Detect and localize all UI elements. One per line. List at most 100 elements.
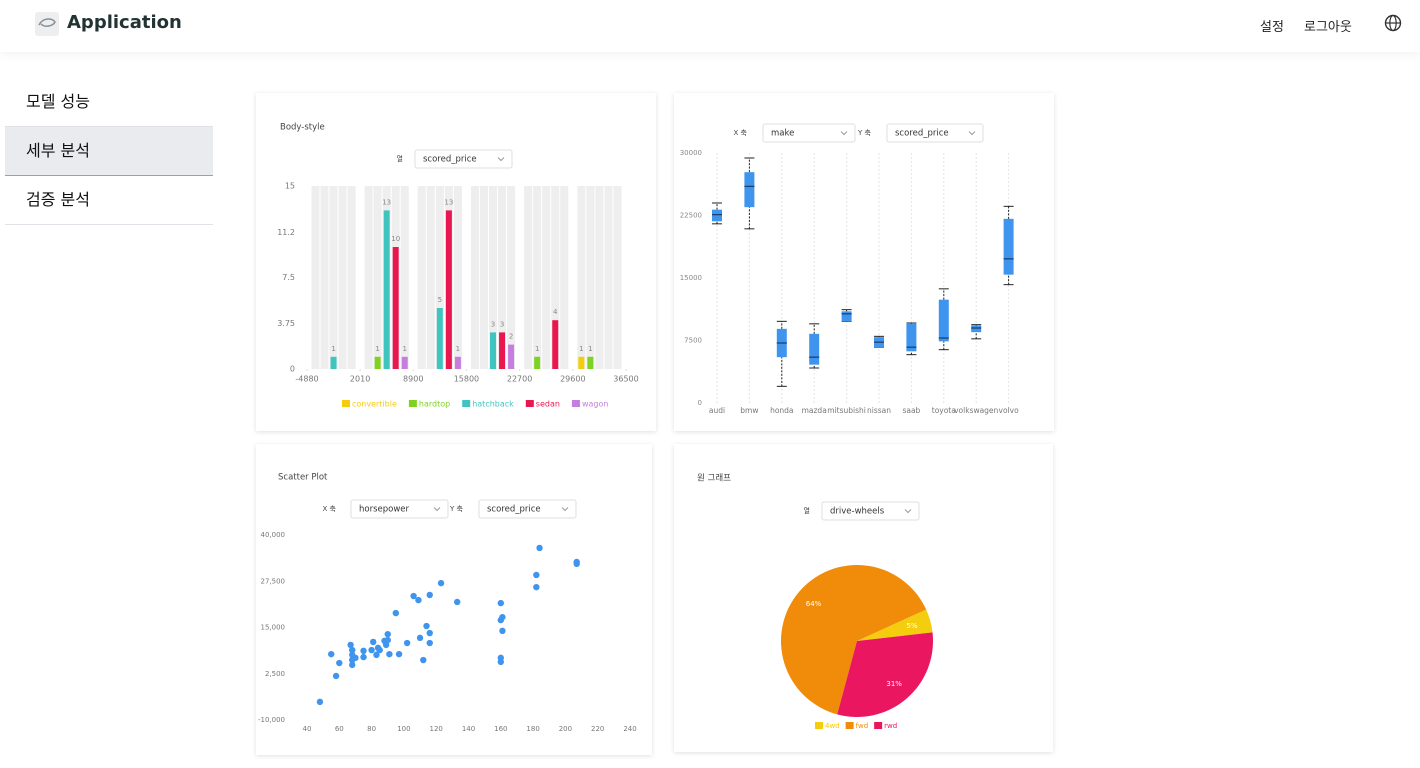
- box: [971, 325, 982, 333]
- card-title: Body-style: [280, 123, 325, 133]
- point: [416, 634, 424, 642]
- x-tick-label: 22700: [507, 375, 532, 384]
- select[interactable]: scored_price: [886, 123, 984, 143]
- bar-background: [533, 186, 542, 369]
- x-tick-label: honda: [770, 406, 793, 415]
- select[interactable]: scored_price: [478, 499, 577, 519]
- bar: [383, 210, 390, 369]
- x-tick-label: 40: [303, 725, 312, 733]
- x-tick-label: 29600: [560, 375, 585, 384]
- card: [256, 444, 652, 755]
- point: [349, 661, 356, 669]
- select-box: [350, 499, 449, 519]
- control-label: X 축: [734, 128, 748, 137]
- data-label: 1: [588, 345, 592, 353]
- y-tick-label: 15,000: [261, 624, 286, 632]
- app-title: Application: [67, 12, 182, 33]
- select-value: drive-wheels: [830, 507, 885, 517]
- point: [420, 656, 427, 664]
- x-tick-label: 100: [397, 725, 410, 733]
- select-box: [886, 123, 984, 143]
- x-tick-label: nissan: [867, 406, 891, 415]
- legend-label: wagon: [582, 400, 609, 409]
- legend-swatch: [874, 722, 883, 729]
- bar: [330, 356, 337, 369]
- bar-background: [595, 186, 604, 369]
- point: [426, 629, 433, 637]
- bar: [454, 356, 461, 369]
- point: [347, 641, 354, 649]
- bar: [534, 356, 541, 369]
- point: [376, 646, 383, 654]
- bar-background: [498, 186, 507, 369]
- nav-item[interactable]: 검증 분석: [5, 176, 213, 225]
- select-box: [762, 123, 856, 143]
- settings-link[interactable]: 설정: [1260, 20, 1284, 35]
- x-tick-label: volvo: [999, 406, 1020, 415]
- point: [384, 630, 391, 638]
- select[interactable]: drive-wheels: [821, 501, 920, 521]
- bar-background: [311, 186, 320, 369]
- point: [360, 647, 367, 655]
- logout-link[interactable]: 로그아웃: [1304, 20, 1352, 35]
- point: [368, 646, 375, 654]
- control-label: Y 축: [857, 128, 872, 137]
- x-tick-label: mitsubishi: [827, 406, 866, 415]
- point: [360, 653, 367, 661]
- bar: [578, 356, 585, 369]
- bar: [445, 210, 452, 369]
- x-tick-label: audi: [709, 406, 725, 415]
- legend-label: 4wd: [825, 722, 840, 730]
- x-tick-label: 8900: [403, 375, 423, 384]
- point: [373, 651, 380, 659]
- y-tick-label: 3.75: [277, 319, 295, 328]
- x-tick-label: 120: [430, 725, 443, 733]
- x-tick-label: 180: [526, 725, 539, 733]
- bar: [490, 332, 497, 369]
- bar: [508, 344, 515, 369]
- bar-background: [426, 186, 435, 369]
- nav-item[interactable]: 세부 분석: [5, 127, 213, 176]
- box: [744, 172, 755, 208]
- point: [497, 658, 504, 666]
- point: [533, 583, 540, 591]
- x-tick-label: saab: [902, 406, 920, 415]
- select-box: [821, 501, 920, 521]
- sidebar: 모델 성능 세부 분석 검증 분석: [5, 78, 213, 225]
- select[interactable]: horsepower: [350, 499, 449, 519]
- point: [499, 627, 506, 635]
- x-tick-label: 36500: [613, 375, 638, 384]
- select-value: scored_price: [423, 155, 477, 165]
- legend-label: fwd: [856, 722, 869, 730]
- bar-background: [400, 186, 409, 369]
- point: [332, 672, 340, 680]
- select[interactable]: scored_price: [414, 149, 513, 169]
- point: [395, 650, 403, 658]
- x-tick-label: 160: [494, 725, 507, 733]
- legend-label: hatchback: [472, 400, 514, 409]
- select-chevron: [968, 131, 976, 136]
- y-tick-label: 2,500: [265, 670, 285, 678]
- x-tick-label: bmw: [740, 406, 758, 415]
- legend-swatch: [845, 722, 854, 729]
- point: [423, 622, 430, 630]
- bar-background: [542, 186, 551, 369]
- y-tick-label: 15: [285, 182, 295, 191]
- bar: [499, 332, 506, 369]
- data-label: 1: [579, 345, 583, 353]
- data-label: 1: [375, 345, 379, 353]
- bar-background: [435, 186, 444, 369]
- data-label: 3: [491, 320, 495, 328]
- card: [674, 93, 1054, 431]
- bar-background: [507, 186, 516, 369]
- language-icon[interactable]: [1384, 14, 1402, 32]
- nav-item[interactable]: 모델 성능: [5, 78, 213, 127]
- x-tick-label: toyota: [932, 406, 956, 415]
- select-chevron: [497, 157, 505, 162]
- select[interactable]: make: [762, 123, 856, 143]
- y-tick-label: 40,000: [261, 531, 286, 539]
- select-value: horsepower: [359, 505, 410, 515]
- legend-label: sedan: [536, 400, 560, 409]
